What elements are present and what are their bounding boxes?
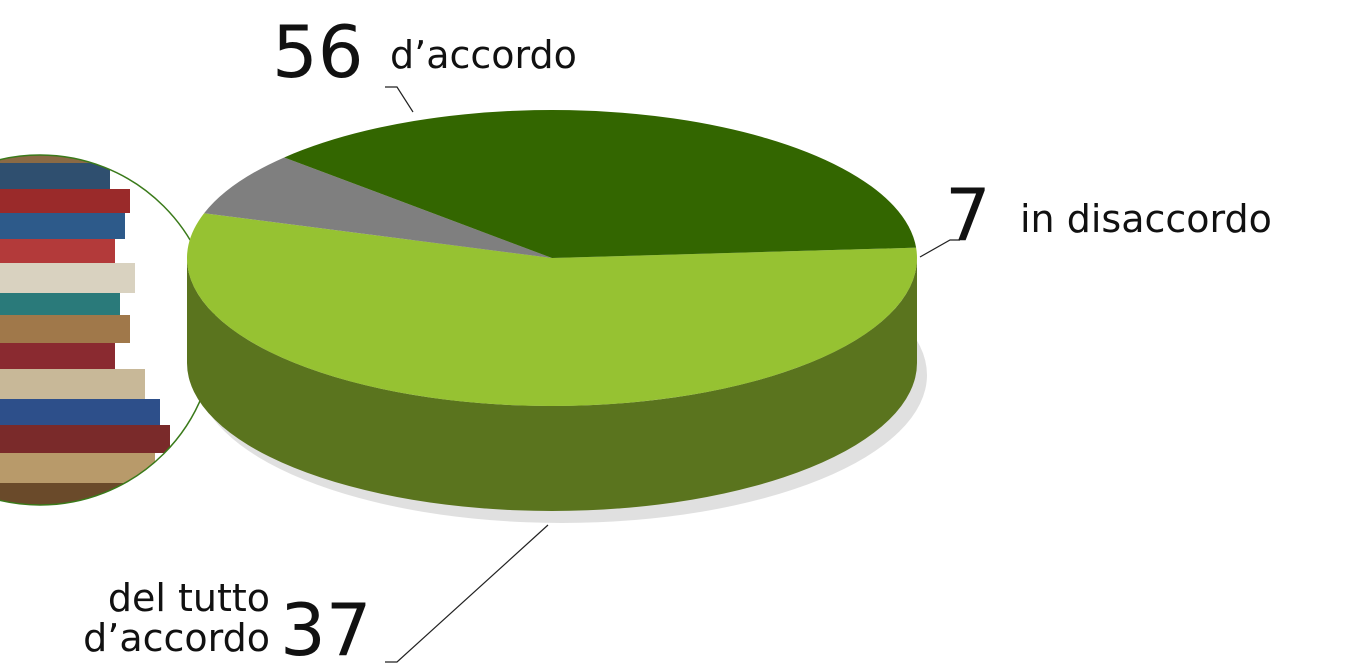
slice-label: d’accordo <box>390 33 577 77</box>
slice-label: del tutto d’accordo <box>83 576 270 660</box>
leader-line <box>385 524 549 663</box>
value-label: 7 <box>945 173 991 257</box>
pie-slice <box>284 110 917 258</box>
pie-slice <box>204 157 553 258</box>
value-label: 37 <box>280 588 372 671</box>
slice-side <box>187 258 917 511</box>
value-label: 56 <box>272 10 364 94</box>
leader-line <box>919 239 960 258</box>
pie-slice <box>187 213 918 406</box>
leader-line <box>385 86 414 113</box>
pie <box>187 110 927 523</box>
slice-label: in disaccordo <box>1020 197 1272 241</box>
